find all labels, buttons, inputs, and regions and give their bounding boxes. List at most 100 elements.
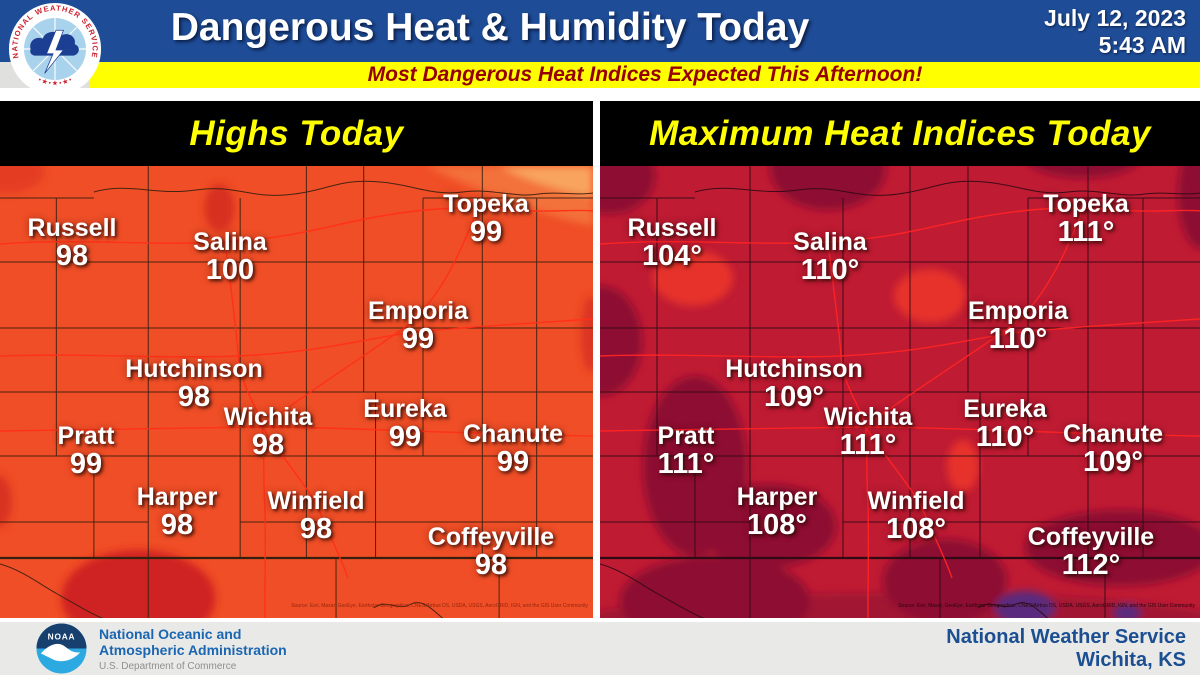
footer-bar: NOAA National Oceanic and Atmospheric Ad… xyxy=(0,622,1200,675)
map-attribution: Source: Esri, Maxar, GeoEye, Earthstar G… xyxy=(898,603,1195,609)
city-name: Wichita xyxy=(823,403,913,431)
city-high-value: 99 xyxy=(496,446,530,478)
city-label-harper: Harper 108° xyxy=(736,483,818,541)
noaa-logo-icon: NOAA xyxy=(36,623,87,674)
city-high-value: 98 xyxy=(474,549,508,581)
city-name: Topeka xyxy=(443,190,529,218)
city-name: Russell xyxy=(27,214,117,242)
city-name: Chanute xyxy=(463,420,563,448)
city-label-pratt: Pratt 99 xyxy=(57,422,115,480)
city-heat-index-value: 111° xyxy=(657,448,715,480)
subtitle-banner: Most Dangerous Heat Indices Expected Thi… xyxy=(0,62,1200,88)
city-heat-index-value: 104° xyxy=(642,240,702,272)
city-label-coffeyville: Coffeyville 98 xyxy=(428,525,554,581)
city-label-winfield: Winfield 108° xyxy=(867,487,965,545)
issue-date: July 12, 2023 xyxy=(1044,5,1186,31)
city-name: Emporia xyxy=(367,297,469,325)
city-high-value: 98 xyxy=(55,240,89,272)
city-high-value: 99 xyxy=(401,323,435,355)
city-label-eureka: Eureka 110° xyxy=(963,395,1047,453)
panel-title-highs: Highs Today xyxy=(0,101,593,166)
city-name: Eureka xyxy=(363,395,447,423)
city-high-value: 98 xyxy=(299,513,333,545)
city-name: Winfield xyxy=(267,487,365,515)
city-label-topeka: Topeka 111° xyxy=(1043,190,1129,248)
panel-highs-today: Highs Today Source: Esri, Maxar, GeoEye,… xyxy=(0,101,593,618)
city-name: Salina xyxy=(193,228,267,256)
city-name: Harper xyxy=(736,483,818,511)
city-name: Pratt xyxy=(57,422,115,450)
city-heat-index-value: 112° xyxy=(1061,549,1121,581)
city-name: Pratt xyxy=(657,422,715,450)
city-name: Topeka xyxy=(1043,190,1129,218)
city-label-wichita: Wichita 98 xyxy=(223,403,313,461)
city-label-chanute: Chanute 109° xyxy=(1063,420,1163,478)
nws-office-block: National Weather Service Wichita, KS xyxy=(946,626,1186,672)
panel-heat-indices: Maximum Heat Indices Today Source: Esri,… xyxy=(600,101,1200,618)
city-heat-index-value: 109° xyxy=(1083,446,1143,478)
city-label-russell: Russell 104° xyxy=(627,214,717,272)
city-heat-index-value: 108° xyxy=(747,509,807,541)
city-high-value: 100 xyxy=(205,254,255,286)
city-heat-index-value: 108° xyxy=(886,513,946,545)
city-label-pratt: Pratt 111° xyxy=(657,422,715,480)
city-name: Salina xyxy=(793,228,867,256)
issue-datetime: July 12, 2023 5:43 AM xyxy=(1044,5,1186,59)
svg-text:• ★ • ★ • ★ •: • ★ • ★ • ★ • xyxy=(37,76,73,87)
nws-logo-icon: NATIONAL WEATHER SERVICE • ★ • ★ • ★ • xyxy=(8,2,102,96)
city-name: Winfield xyxy=(867,487,965,515)
city-heat-index-value: 111° xyxy=(1057,216,1115,248)
city-label-coffeyville: Coffeyville 112° xyxy=(1027,523,1155,581)
city-heat-index-value: 111° xyxy=(839,429,897,461)
subtitle-banner-yellow: Most Dangerous Heat Indices Expected Thi… xyxy=(90,62,1200,88)
city-heat-index-value: 110° xyxy=(800,254,860,286)
city-high-value: 98 xyxy=(251,429,285,461)
noaa-name-line2: Atmospheric Administration xyxy=(99,642,287,658)
city-name: Eureka xyxy=(963,395,1047,423)
city-label-emporia: Emporia 99 xyxy=(367,297,469,355)
noaa-dept-line: U.S. Department of Commerce xyxy=(99,661,237,672)
city-label-topeka: Topeka 99 xyxy=(443,190,529,248)
city-label-salina: Salina 100 xyxy=(193,228,267,286)
city-high-value: 99 xyxy=(69,448,103,480)
city-label-winfield: Winfield 98 xyxy=(267,487,365,545)
nws-office-line1: National Weather Service xyxy=(946,626,1186,648)
map-heat-indices: Source: Esri, Maxar, GeoEye, Earthstar G… xyxy=(600,166,1200,618)
city-name: Hutchinson xyxy=(125,355,263,383)
city-name: Emporia xyxy=(967,297,1069,325)
city-heat-index-value: 110° xyxy=(975,421,1035,453)
city-high-value: 99 xyxy=(388,421,422,453)
city-label-eureka: Eureka 99 xyxy=(363,395,447,453)
city-name: Hutchinson xyxy=(725,355,863,383)
city-label-wichita: Wichita 111° xyxy=(823,403,913,461)
city-label-hutchinson: Hutchinson 109° xyxy=(725,355,863,413)
page-title: Dangerous Heat & Humidity Today xyxy=(170,6,810,49)
noaa-logo-text: NOAA xyxy=(48,632,76,642)
city-name: Coffeyville xyxy=(1027,523,1155,551)
noaa-name-line1: National Oceanic and xyxy=(99,626,242,642)
city-name: Russell xyxy=(627,214,717,242)
city-label-harper: Harper 98 xyxy=(136,483,218,541)
city-name: Chanute xyxy=(1063,420,1163,448)
city-label-emporia: Emporia 110° xyxy=(967,297,1069,355)
city-high-value: 98 xyxy=(177,381,211,413)
map-attribution: Source: Esri, Maxar, GeoEye, Earthstar G… xyxy=(291,603,588,609)
city-high-value: 99 xyxy=(469,216,503,248)
city-heat-index-value: 110° xyxy=(988,323,1048,355)
city-heat-index-value: 109° xyxy=(764,381,824,413)
map-highs-today: Source: Esri, Maxar, GeoEye, Earthstar G… xyxy=(0,166,593,618)
nws-office-line2: Wichita, KS xyxy=(1076,649,1186,671)
city-name: Harper xyxy=(136,483,218,511)
city-label-chanute: Chanute 99 xyxy=(463,420,563,478)
city-high-value: 98 xyxy=(160,509,194,541)
city-name: Wichita xyxy=(223,403,313,431)
panel-title-heat-indices: Maximum Heat Indices Today xyxy=(600,101,1200,166)
city-label-salina: Salina 110° xyxy=(793,228,867,286)
city-label-hutchinson: Hutchinson 98 xyxy=(125,355,263,413)
header-bar: Dangerous Heat & Humidity Today July 12,… xyxy=(0,0,1200,62)
noaa-text-block: National Oceanic and Atmospheric Adminis… xyxy=(99,626,287,672)
issue-time: 5:43 AM xyxy=(1098,32,1186,58)
city-label-russell: Russell 98 xyxy=(27,214,117,272)
subtitle-text: Most Dangerous Heat Indices Expected Thi… xyxy=(367,63,923,86)
